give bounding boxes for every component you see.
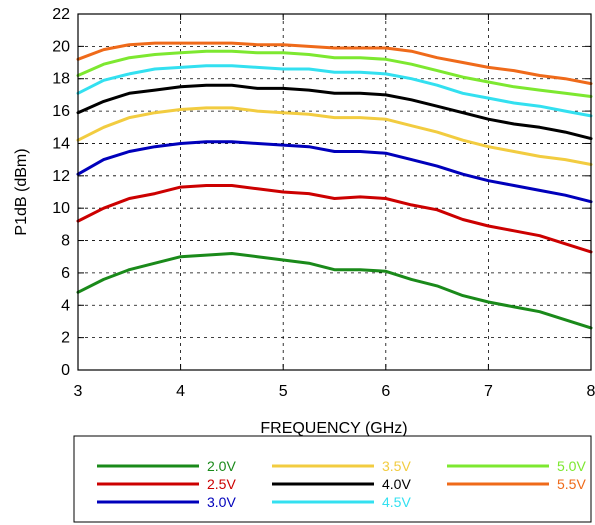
x-tick-label: 8 [587,383,595,400]
legend-label: 3.5V [382,458,411,474]
y-tick-label: 6 [61,265,70,282]
series-line-5.5V [76,41,593,86]
x-tick-label: 3 [74,383,83,400]
y-tick-label: 22 [52,6,70,23]
series-line-4.0V [76,83,593,141]
y-axis: 0 2 4 6 8 10 12 14 16 18 20 22 [52,6,591,379]
gridlines [78,14,591,370]
legend-label: 2.5V [207,476,236,492]
legend-label: 4.5V [382,494,411,510]
x-tick-label: 5 [279,383,288,400]
x-tick-label: 4 [176,383,185,400]
y-tick-label: 8 [61,233,70,250]
y-tick-label: 10 [52,200,70,217]
y-tick-label: 16 [52,103,70,120]
legend: 2.0V 2.5V 3.0V 3.5V 4.0V 4.5V 5.0V 5.5V [97,458,586,510]
y-tick-label: 4 [61,297,70,314]
series-line-5.0V [76,49,593,98]
series-line-2.0V [76,252,593,330]
legend-label: 3.0V [207,494,236,510]
y-tick-label: 2 [61,330,70,347]
legend-label: 5.5V [557,476,586,492]
legend-label: 5.0V [557,458,586,474]
y-axis-label: P1dB (dBm) [13,148,30,235]
y-tick-label: 14 [52,135,70,152]
plot-frame [77,13,592,371]
series-line-3.5V [76,106,593,166]
series-line-4.5V [76,64,593,118]
x-tick-label: 6 [381,383,390,400]
series-lines [76,41,593,330]
legend-label: 4.0V [382,476,411,492]
y-tick-label: 20 [52,38,70,55]
x-tick-label: 7 [484,383,493,400]
y-tick-label: 12 [52,168,70,185]
legend-box [73,435,592,523]
legend-label: 2.0V [207,458,236,474]
x-axis: 3 4 5 6 7 8 [74,14,595,400]
series-line-2.5V [76,184,593,254]
series-line-3.0V [76,140,593,204]
y-tick-label: 18 [52,71,70,88]
x-axis-label: FREQUENCY (GHz) [260,420,407,437]
y-tick-label: 0 [61,362,70,379]
